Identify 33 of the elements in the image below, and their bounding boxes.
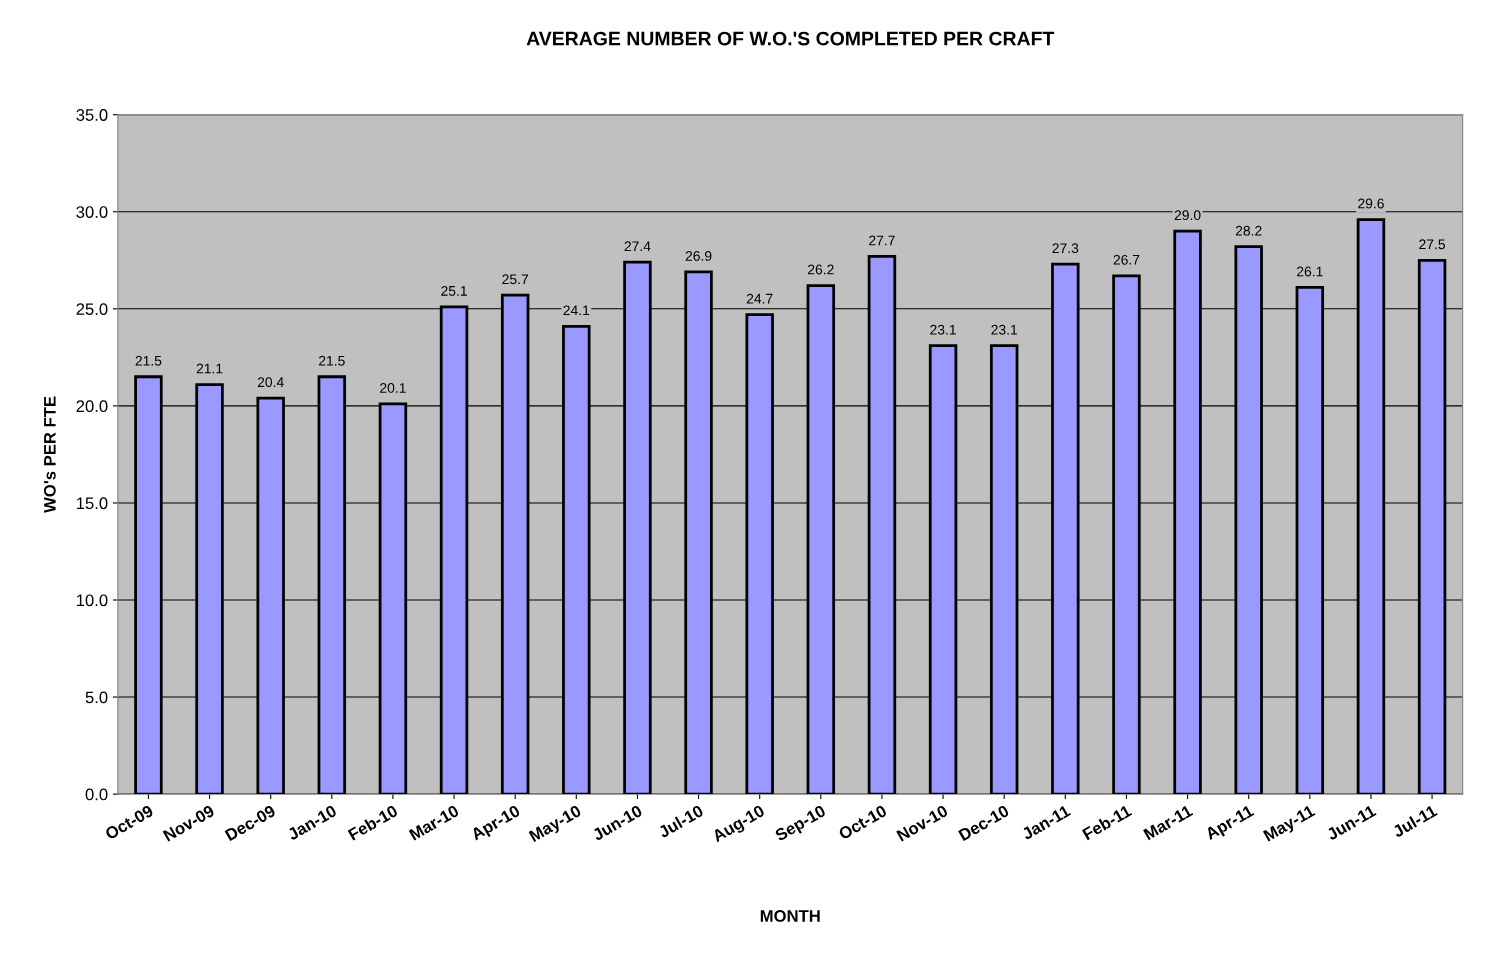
data-label: 24.7 xyxy=(746,293,773,304)
x-axis-title: MONTH xyxy=(760,910,820,922)
data-label: 29.0 xyxy=(1174,210,1201,221)
data-label: 21.5 xyxy=(318,355,345,366)
data-label: 23.1 xyxy=(991,324,1018,335)
data-label: 25.1 xyxy=(441,285,467,296)
y-tick-label: 5.0 xyxy=(85,691,108,704)
y-tick-label: 20.0 xyxy=(76,400,108,413)
data-label: 25.7 xyxy=(502,274,528,285)
chart-title: AVERAGE NUMBER OF W.O.'S COMPLETED PER CRAFT xyxy=(526,31,1055,46)
data-label: 21.1 xyxy=(196,363,223,374)
data-label: 23.1 xyxy=(930,324,956,335)
data-label: 20.1 xyxy=(380,383,406,393)
data-label: 27.7 xyxy=(869,235,895,246)
data-label: 21.5 xyxy=(135,355,162,366)
data-label: 26.1 xyxy=(1297,266,1323,277)
data-label: 24.1 xyxy=(563,305,590,316)
y-tick-label: 10.0 xyxy=(76,594,108,607)
data-label: 27.3 xyxy=(1052,243,1079,254)
y-tick-label: 15.0 xyxy=(76,497,108,510)
data-label: 27.5 xyxy=(1419,239,1446,250)
data-label: 26.7 xyxy=(1113,254,1140,265)
y-tick-label: 25.0 xyxy=(76,303,108,316)
y-tick-label: 0.0 xyxy=(85,788,108,801)
data-label: 26.2 xyxy=(808,264,834,275)
y-axis-title: WO's PER FTE xyxy=(43,396,56,513)
y-tick-label: 35.0 xyxy=(76,109,108,121)
data-label: 29.6 xyxy=(1358,198,1384,209)
data-label: 26.9 xyxy=(685,251,712,261)
y-tick-label: 30.0 xyxy=(76,206,108,218)
data-label: 28.2 xyxy=(1235,225,1262,236)
data-label: 20.4 xyxy=(257,377,284,388)
data-label: 27.4 xyxy=(624,241,651,252)
